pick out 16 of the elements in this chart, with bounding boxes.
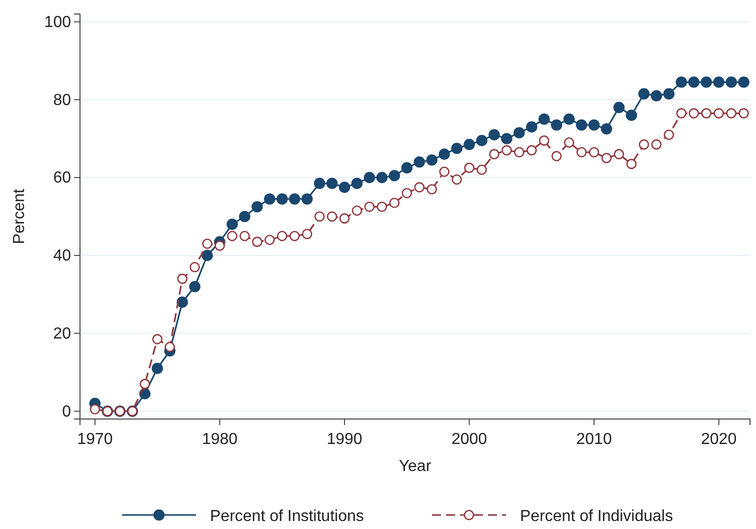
y-tick-label: 40 bbox=[53, 248, 72, 265]
x-tick-label: 1990 bbox=[326, 431, 362, 448]
y-tick-label: 80 bbox=[53, 92, 72, 109]
y-tick-label: 20 bbox=[53, 325, 72, 342]
x-tick-label: 2000 bbox=[451, 431, 488, 448]
x-axis-title: Year bbox=[398, 458, 432, 475]
x-tick-label: 1970 bbox=[77, 431, 113, 448]
y-tick-label: 0 bbox=[62, 403, 72, 420]
x-tick-label: 2010 bbox=[576, 431, 612, 448]
x-tick-label: 2020 bbox=[701, 431, 737, 448]
y-tick-label: 100 bbox=[44, 14, 72, 31]
legend-label: Percent of Individuals bbox=[520, 508, 673, 525]
y-axis-title: Percent bbox=[11, 188, 28, 244]
x-tick-label: 1980 bbox=[202, 431, 238, 448]
legend-label: Percent of Institutions bbox=[210, 508, 364, 525]
y-tick-label: 60 bbox=[53, 170, 72, 187]
